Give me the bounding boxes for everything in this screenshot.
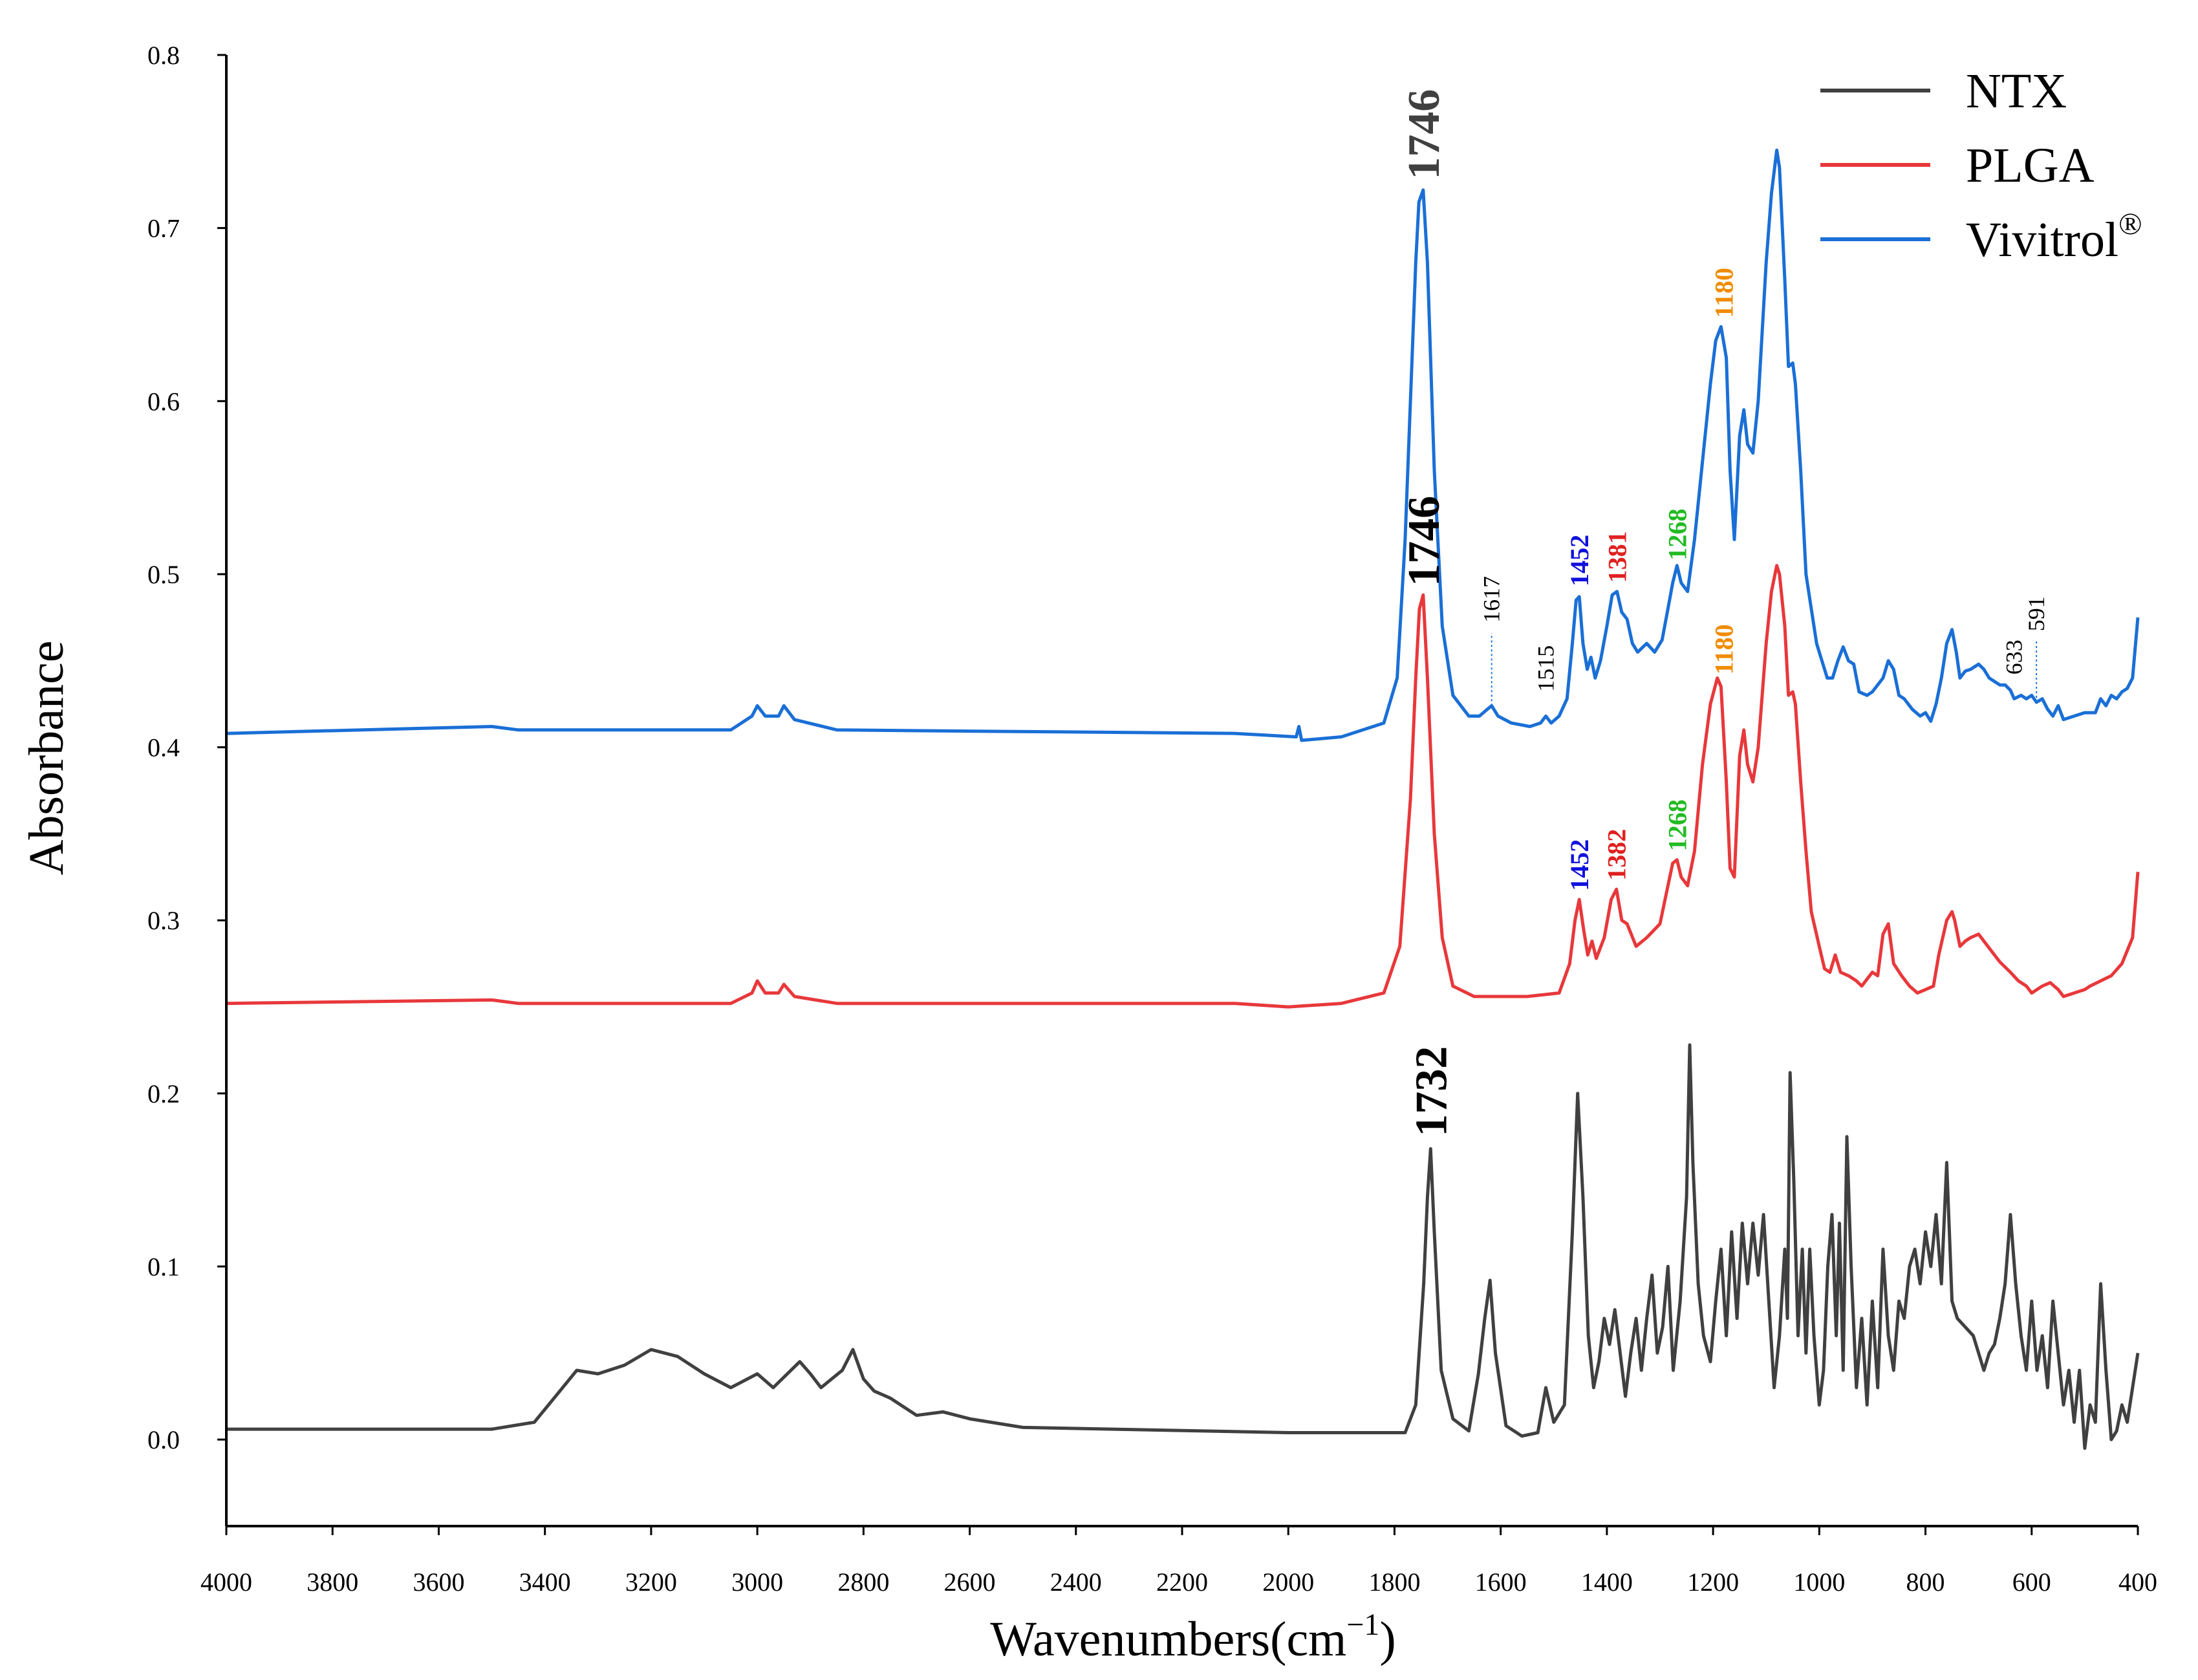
x-tick-label: 2200 <box>1156 1567 1208 1597</box>
peak-label-1268: 1268 <box>1663 799 1692 851</box>
legend: NTX PLGA Vivitrol® <box>1820 64 2142 267</box>
series-group <box>226 148 2140 1450</box>
peak-label-1452: 1452 <box>1565 839 1594 891</box>
x-axis-title-close: ) <box>1379 1612 1395 1666</box>
x-tick-label: 1000 <box>1793 1567 1845 1597</box>
x-tick-label: 1200 <box>1687 1567 1739 1597</box>
series-line-ntx <box>226 1043 2140 1450</box>
x-axis-title: Wavenumbers(cm−1) <box>990 1608 1395 1666</box>
peak-label-1746: 1746 <box>1399 89 1449 180</box>
y-tick-label: 0.4 <box>147 733 180 762</box>
legend-registered-mark: ® <box>2118 207 2142 241</box>
marker-group <box>1491 632 2038 706</box>
x-tick-label: 400 <box>2118 1567 2157 1597</box>
x-tick-label: 1400 <box>1581 1567 1633 1597</box>
peak-label-633: 633 <box>2001 640 2027 674</box>
peak-label-591: 591 <box>2023 596 2049 631</box>
axes-group: 0.0 0.1 0.2 0.3 0.4 0.5 0.6 0.7 0.8 4000 3800 3600 3… <box>147 41 2157 1597</box>
x-tick-label: 3400 <box>519 1567 571 1597</box>
x-tick-label: 1600 <box>1475 1567 1527 1597</box>
peak-label-1617: 1617 <box>1479 576 1505 623</box>
peak-label-1515: 1515 <box>1533 645 1559 692</box>
peak-label-1180: 1180 <box>1710 624 1739 674</box>
peak-label-1268: 1268 <box>1663 509 1692 561</box>
peak-label-1732: 1732 <box>1406 1046 1456 1137</box>
x-axis-title-main: Wavenumbers(cm <box>990 1612 1346 1666</box>
peak-label-1180: 1180 <box>1710 268 1739 318</box>
peak-label-1382: 1382 <box>1602 829 1632 881</box>
y-tick-label: 0.6 <box>147 387 180 416</box>
peak-label-1381: 1381 <box>1603 531 1632 583</box>
annotation-group: 1746 1746 1732 1617 1515 1452 1381 1268 1180 633 5… <box>1399 89 2049 1137</box>
x-tick-label: 800 <box>1906 1567 1945 1597</box>
y-tick-label: 0.8 <box>147 41 180 70</box>
series-line-plga <box>226 564 2140 1009</box>
x-tick-label: 3800 <box>307 1567 358 1597</box>
y-tick-label: 0.2 <box>147 1079 180 1108</box>
legend-label-vivitrol: Vivitrol® <box>1966 207 2142 267</box>
x-axis-title-superscript: −1 <box>1346 1608 1379 1642</box>
x-tick-label: 3200 <box>625 1567 677 1597</box>
series-line-vivitrol <box>226 148 2140 742</box>
x-tick-label: 2600 <box>944 1567 996 1597</box>
y-tick-label: 0.1 <box>147 1253 180 1282</box>
peak-label-1746: 1746 <box>1399 496 1449 587</box>
peak-label-1452: 1452 <box>1565 535 1594 587</box>
legend-label-ntx: NTX <box>1966 64 2067 118</box>
y-axis-title: Absorbance <box>19 641 74 876</box>
x-tick-label: 1800 <box>1368 1567 1420 1597</box>
x-tick-label: 3000 <box>731 1567 783 1597</box>
x-tick-label: 2400 <box>1050 1567 1102 1597</box>
legend-label-plga: PLGA <box>1966 138 2095 193</box>
y-tick-label: 0.3 <box>147 906 180 935</box>
x-tick-label: 2800 <box>837 1567 889 1597</box>
x-tick-label: 3600 <box>413 1567 464 1597</box>
y-tick-label: 0.0 <box>147 1425 180 1454</box>
y-tick-label: 0.7 <box>147 214 180 243</box>
y-tick-label: 0.5 <box>147 560 180 589</box>
x-tick-label: 4000 <box>200 1567 252 1597</box>
x-tick-label: 2000 <box>1262 1567 1314 1597</box>
x-tick-label: 600 <box>2012 1567 2051 1597</box>
